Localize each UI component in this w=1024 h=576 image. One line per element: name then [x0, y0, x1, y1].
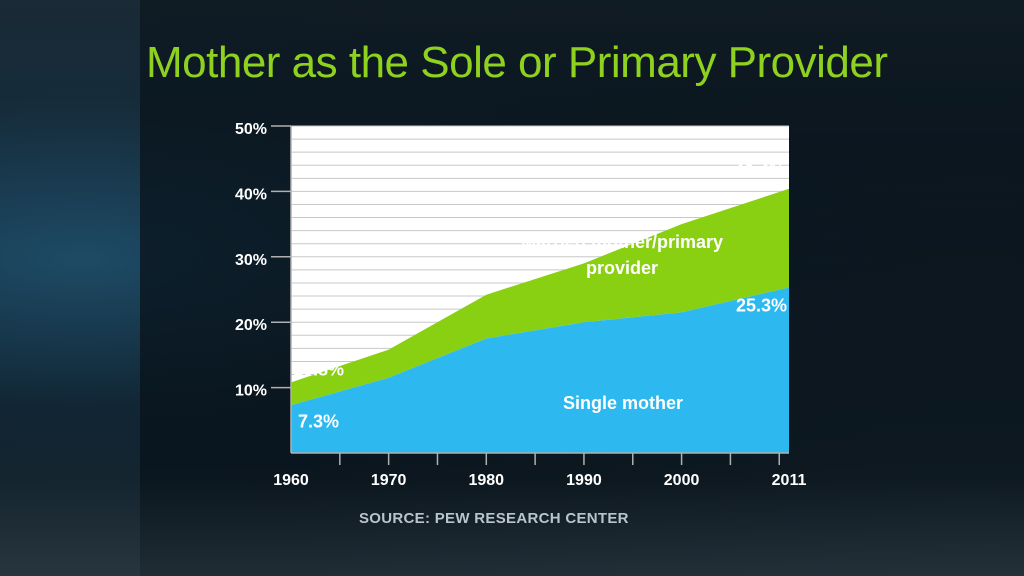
background-haze: [0, 480, 1024, 576]
y-tick-label: 50%: [235, 121, 267, 138]
x-tick-label: 2000: [664, 472, 700, 489]
chart-title: Mother as the Sole or Primary Provider: [146, 38, 888, 87]
x-tick-label: 1990: [566, 472, 602, 489]
x-tick-label: 1970: [371, 472, 407, 489]
x-tick-label: 2011: [772, 472, 807, 489]
area-married-mother: [291, 188, 789, 406]
series-label-married: provider: [586, 258, 658, 278]
y-tick-label: 10%: [235, 383, 267, 400]
area-single-mother: [291, 287, 789, 453]
y-tick-label: 30%: [235, 252, 267, 269]
data-label: 10.8%: [293, 359, 344, 379]
y-tick-label: 20%: [235, 317, 267, 334]
series-label-married: Married mother/primary: [521, 232, 723, 252]
series-label-single: Single mother: [563, 393, 683, 413]
x-tick-label: 1980: [468, 472, 504, 489]
x-tick-label: 1960: [273, 472, 309, 489]
data-label: 40.4%: [734, 161, 785, 181]
data-label: 25.3%: [736, 296, 787, 316]
data-label: 7.3%: [298, 411, 339, 431]
source-credit: SOURCE: PEW RESEARCH CENTER: [359, 510, 629, 527]
y-tick-label: 40%: [235, 186, 267, 203]
